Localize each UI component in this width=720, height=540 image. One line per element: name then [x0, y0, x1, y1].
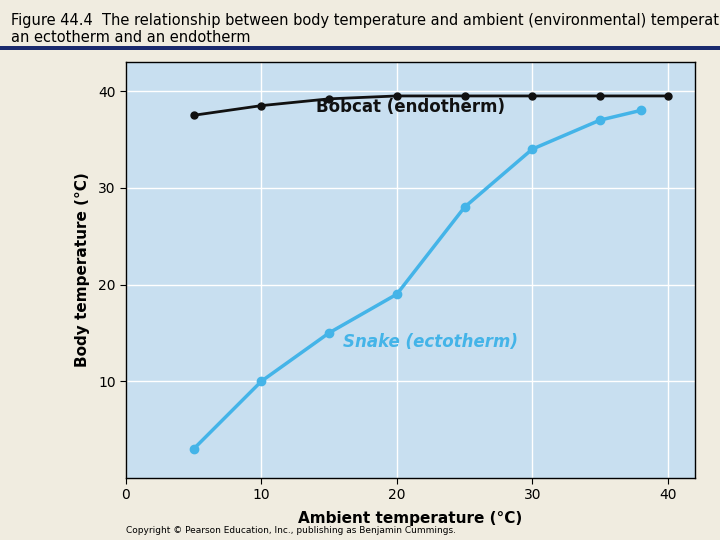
Text: Copyright © Pearson Education, Inc., publishing as Benjamin Cummings.: Copyright © Pearson Education, Inc., pub… — [126, 525, 456, 535]
Text: an ectotherm and an endotherm: an ectotherm and an endotherm — [11, 30, 251, 45]
X-axis label: Ambient temperature (°C): Ambient temperature (°C) — [298, 511, 523, 525]
Y-axis label: Body temperature (°C): Body temperature (°C) — [75, 173, 89, 367]
Text: Bobcat (endotherm): Bobcat (endotherm) — [315, 98, 505, 117]
Text: Figure 44.4  The relationship between body temperature and ambient (environmenta: Figure 44.4 The relationship between bod… — [11, 14, 720, 29]
Text: Snake (ectotherm): Snake (ectotherm) — [343, 333, 518, 352]
